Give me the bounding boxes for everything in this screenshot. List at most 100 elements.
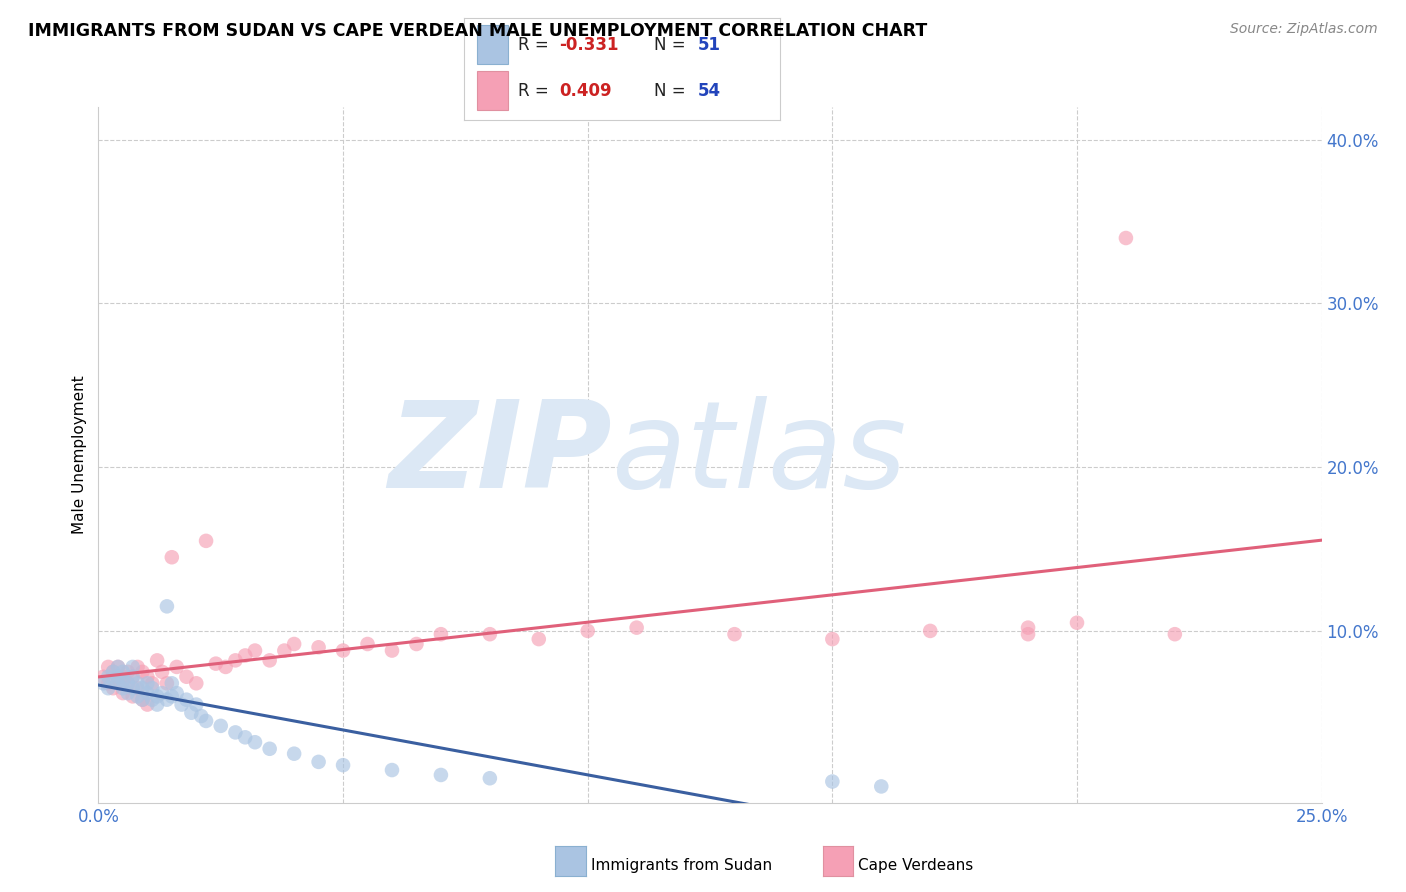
Point bbox=[576, 624, 599, 638]
Text: atlas: atlas bbox=[612, 396, 907, 514]
Point bbox=[478, 627, 501, 641]
Point bbox=[156, 692, 179, 706]
Point bbox=[131, 692, 153, 706]
Point bbox=[121, 690, 143, 704]
Text: N =: N = bbox=[654, 82, 690, 100]
Point bbox=[243, 643, 266, 657]
Point bbox=[233, 648, 256, 663]
Point bbox=[107, 676, 129, 690]
Text: Source: ZipAtlas.com: Source: ZipAtlas.com bbox=[1230, 22, 1378, 37]
Point bbox=[214, 660, 236, 674]
Point bbox=[117, 686, 139, 700]
Point bbox=[97, 670, 120, 684]
Point bbox=[111, 686, 134, 700]
Point bbox=[160, 676, 183, 690]
Point bbox=[332, 758, 354, 772]
Point bbox=[97, 676, 120, 690]
Text: 51: 51 bbox=[699, 36, 721, 54]
Point bbox=[111, 681, 134, 696]
Bar bbox=[477, 71, 509, 110]
Point bbox=[308, 755, 330, 769]
Point bbox=[209, 719, 232, 733]
Point bbox=[166, 660, 188, 674]
Text: Immigrants from Sudan: Immigrants from Sudan bbox=[591, 858, 772, 872]
Point bbox=[920, 624, 942, 638]
Point bbox=[273, 643, 295, 657]
Point bbox=[150, 686, 173, 700]
Point bbox=[141, 681, 163, 696]
Point bbox=[180, 706, 202, 720]
Text: -0.331: -0.331 bbox=[560, 36, 619, 54]
Point bbox=[121, 670, 143, 684]
Point bbox=[111, 670, 134, 684]
Point bbox=[1017, 627, 1039, 641]
Point bbox=[127, 676, 149, 690]
Point bbox=[527, 632, 550, 646]
Text: 0.409: 0.409 bbox=[560, 82, 612, 100]
Point bbox=[121, 670, 143, 684]
Point bbox=[101, 665, 124, 679]
Point bbox=[170, 698, 193, 712]
Point bbox=[1017, 621, 1039, 635]
Point bbox=[91, 676, 114, 690]
Point bbox=[478, 771, 501, 785]
Point bbox=[186, 676, 208, 690]
Point bbox=[190, 709, 212, 723]
Point bbox=[141, 692, 163, 706]
Point bbox=[243, 735, 266, 749]
Point bbox=[101, 681, 124, 696]
Point bbox=[141, 676, 163, 690]
Point bbox=[107, 676, 129, 690]
Point bbox=[131, 681, 153, 696]
Point bbox=[117, 676, 139, 690]
Point bbox=[156, 599, 179, 614]
Point bbox=[186, 698, 208, 712]
Text: Cape Verdeans: Cape Verdeans bbox=[858, 858, 973, 872]
Point bbox=[233, 731, 256, 745]
Point bbox=[117, 665, 139, 679]
Point bbox=[1115, 231, 1137, 245]
Point bbox=[259, 741, 281, 756]
Point bbox=[136, 670, 159, 684]
Point bbox=[107, 660, 129, 674]
Point bbox=[283, 747, 305, 761]
Point bbox=[150, 665, 173, 679]
Point bbox=[121, 681, 143, 696]
Y-axis label: Male Unemployment: Male Unemployment bbox=[72, 376, 87, 534]
Text: IMMIGRANTS FROM SUDAN VS CAPE VERDEAN MALE UNEMPLOYMENT CORRELATION CHART: IMMIGRANTS FROM SUDAN VS CAPE VERDEAN MA… bbox=[28, 22, 928, 40]
Point bbox=[821, 632, 844, 646]
Point bbox=[136, 676, 159, 690]
Point bbox=[381, 763, 404, 777]
Point bbox=[160, 550, 183, 565]
Point bbox=[111, 673, 134, 687]
Point bbox=[1066, 615, 1088, 630]
Point bbox=[870, 780, 893, 794]
Point bbox=[107, 670, 129, 684]
Point bbox=[356, 637, 378, 651]
Point bbox=[127, 660, 149, 674]
Point bbox=[136, 686, 159, 700]
Text: 54: 54 bbox=[699, 82, 721, 100]
Point bbox=[131, 665, 153, 679]
Point bbox=[626, 621, 648, 635]
Point bbox=[160, 690, 183, 704]
Point bbox=[121, 660, 143, 674]
Point bbox=[430, 627, 453, 641]
Point bbox=[332, 643, 354, 657]
Point bbox=[97, 681, 120, 696]
Point bbox=[381, 643, 404, 657]
Point bbox=[136, 698, 159, 712]
Point bbox=[107, 660, 129, 674]
Point bbox=[195, 714, 218, 728]
Text: R =: R = bbox=[517, 36, 554, 54]
Point bbox=[146, 690, 169, 704]
Point bbox=[308, 640, 330, 655]
Point bbox=[101, 673, 124, 687]
Point bbox=[146, 698, 169, 712]
Point bbox=[283, 637, 305, 651]
Point bbox=[131, 692, 153, 706]
Point bbox=[156, 676, 179, 690]
Bar bbox=[477, 25, 509, 64]
Point bbox=[195, 533, 218, 548]
Point bbox=[91, 670, 114, 684]
